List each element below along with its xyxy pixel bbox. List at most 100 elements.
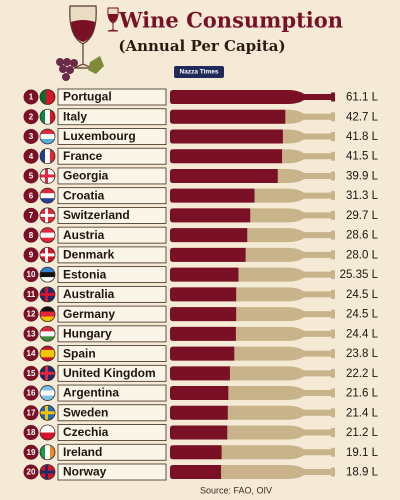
rank: 16 xyxy=(27,389,36,398)
country: Sweden xyxy=(63,405,108,419)
rank-badge xyxy=(23,227,39,243)
country: Hungary xyxy=(63,327,112,341)
rank: 12 xyxy=(27,310,36,319)
value-label: 22.2 L xyxy=(346,368,379,380)
flag-ring xyxy=(39,444,56,461)
name-box xyxy=(57,266,167,284)
rank: 17 xyxy=(27,408,36,417)
bar xyxy=(170,90,335,104)
name-box xyxy=(57,88,167,106)
value-label: 24.5 L xyxy=(346,289,379,301)
flag xyxy=(40,385,55,401)
rank-badge xyxy=(23,188,39,204)
bar xyxy=(170,465,222,479)
flag-ring xyxy=(39,424,56,441)
country: Spain xyxy=(63,346,96,360)
bar xyxy=(170,287,237,302)
rank-badge xyxy=(23,306,39,322)
flag-ring xyxy=(39,246,56,263)
value-label: 24.4 L xyxy=(346,328,379,340)
rank: 2 xyxy=(29,112,34,121)
country: Georgia xyxy=(63,169,109,183)
name-box xyxy=(57,404,167,422)
name-box xyxy=(57,463,167,481)
country: Croatia xyxy=(63,188,105,202)
name-box xyxy=(57,305,167,323)
bar xyxy=(170,307,237,322)
bar xyxy=(170,425,228,440)
rank-badge xyxy=(23,128,39,144)
name-box xyxy=(57,128,167,145)
flag-ring xyxy=(39,207,56,224)
flag xyxy=(40,227,55,243)
value-label: 29.7 L xyxy=(346,210,379,222)
rank: 6 xyxy=(29,191,34,200)
rank: 9 xyxy=(29,251,34,260)
rank-badge xyxy=(23,464,39,480)
flag-ring xyxy=(39,345,56,362)
country: Denmark xyxy=(63,248,115,262)
flag-ring xyxy=(39,266,56,283)
flag xyxy=(40,109,56,125)
flag xyxy=(40,207,55,223)
bar xyxy=(170,326,236,341)
value-label: 42.7 L xyxy=(346,111,379,123)
bar xyxy=(170,109,286,124)
name-box xyxy=(57,384,167,402)
flag-ring xyxy=(39,187,56,204)
bar xyxy=(170,445,222,460)
rank: 11 xyxy=(27,290,36,299)
country: Switzerland xyxy=(63,208,130,222)
flag xyxy=(40,444,56,460)
value-label: 41.8 L xyxy=(346,131,379,143)
name-box xyxy=(57,443,167,461)
country: Italy xyxy=(63,109,87,123)
value-label: 61.1 L xyxy=(346,92,379,104)
value-label: 24.5 L xyxy=(346,309,379,321)
name-box xyxy=(57,147,167,165)
flag-ring xyxy=(39,108,56,125)
flag-ring xyxy=(39,286,56,303)
rank-badge xyxy=(23,168,39,184)
flag xyxy=(40,346,55,362)
flag-ring xyxy=(39,148,56,165)
country: Ireland xyxy=(63,445,102,459)
name-box xyxy=(57,108,167,126)
country: Norway xyxy=(63,465,107,479)
rank: 3 xyxy=(29,132,34,141)
flag xyxy=(40,188,55,204)
country: France xyxy=(63,149,103,163)
flag xyxy=(40,128,55,145)
name-box xyxy=(57,364,167,382)
rank: 19 xyxy=(27,448,36,457)
rank-badge xyxy=(23,247,39,263)
country: Austria xyxy=(63,228,105,242)
bar xyxy=(170,168,278,183)
rank-badge xyxy=(23,148,39,164)
flag-ring xyxy=(39,168,56,184)
rank-badge xyxy=(23,89,39,105)
country: Australia xyxy=(63,287,115,301)
country: Czechia xyxy=(63,425,109,439)
country: United Kingdom xyxy=(63,366,156,380)
flag-ring xyxy=(39,89,56,105)
rank: 14 xyxy=(27,349,36,358)
rank-badge xyxy=(23,286,39,302)
rank-badge xyxy=(23,425,39,441)
value-label: 31.3 L xyxy=(346,190,379,202)
value-label: 21.2 L xyxy=(346,427,379,439)
value-label: 23.8 L xyxy=(346,348,379,360)
chart-subtitle: (Annual Per Capita) xyxy=(118,37,285,55)
rank-badge xyxy=(23,346,39,362)
rank: 8 xyxy=(29,231,34,240)
country: Germany xyxy=(63,307,115,321)
name-box xyxy=(57,246,167,264)
country: Portugal xyxy=(63,90,112,104)
bar xyxy=(170,247,246,262)
rank-badge xyxy=(23,385,39,401)
rank: 20 xyxy=(27,468,36,477)
value-label: 19.1 L xyxy=(346,447,379,459)
flag xyxy=(40,286,55,302)
name-box xyxy=(57,424,167,441)
